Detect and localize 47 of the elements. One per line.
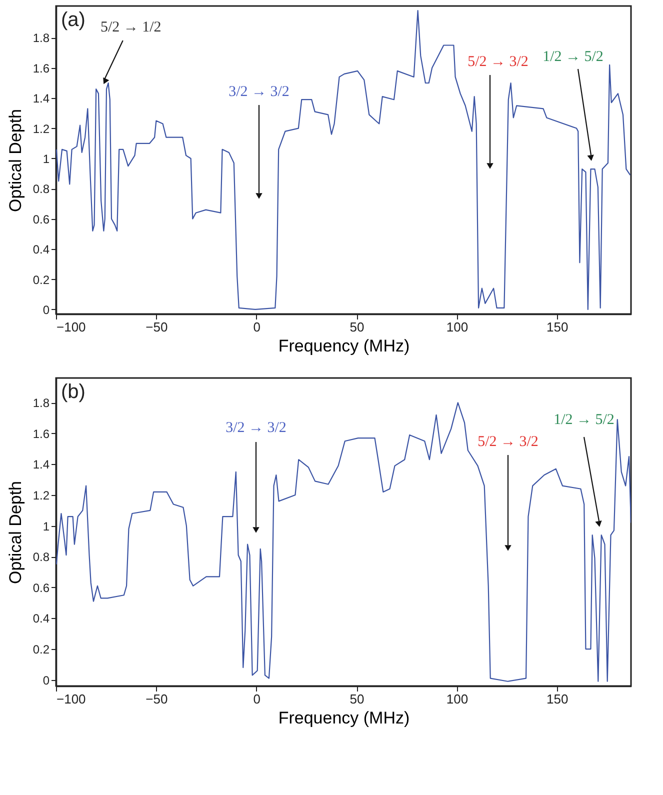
y-tick-label: 0.8: [32, 182, 50, 196]
y-tick-label: 0.4: [32, 612, 50, 626]
annotation: 5/2 → 1/2: [100, 19, 162, 36]
x-tick-label: 50: [350, 692, 364, 706]
y-tick-label: 0.6: [32, 580, 50, 595]
y-tick-label: 0.2: [32, 272, 50, 287]
x-tick-label: 150: [546, 320, 568, 334]
y-tick-label: 0.8: [32, 550, 50, 564]
annotation: 1/2 → 5/2: [554, 412, 614, 428]
y-tick-label: 1.8: [32, 396, 50, 410]
y-tick-label: 1.2: [32, 122, 50, 136]
line-series: [56, 402, 631, 682]
y-tick-label: 0: [42, 673, 50, 688]
y-tick-label: 1.4: [32, 92, 50, 106]
annotation: 1/2 → 5/2: [542, 49, 604, 65]
annotation: 5/2 → 3/2: [478, 434, 538, 450]
x-tick-label: 0: [253, 320, 260, 334]
x-axis-title: Frequency (MHz): [278, 708, 410, 728]
annotation: 3/2 → 3/2: [226, 420, 286, 436]
annotation: (a): [61, 9, 86, 31]
x-tick-label: −100: [56, 320, 86, 334]
y-tick-label: 0: [42, 302, 50, 317]
x-axis-title: Frequency (MHz): [278, 336, 410, 356]
x-tick-label: 100: [446, 692, 468, 706]
y-axis-title: Optical Depth: [6, 109, 25, 212]
x-tick-label: 100: [446, 320, 468, 334]
x-tick-label: −50: [146, 692, 168, 706]
y-tick-label: 1.6: [32, 61, 50, 76]
x-tick-label: 50: [350, 320, 364, 334]
line-series: [56, 10, 631, 310]
y-tick-label: 0.6: [32, 212, 50, 226]
y-tick-label: 1.4: [32, 458, 50, 472]
y-tick-label: 1: [42, 152, 50, 166]
annotation: 3/2 → 3/2: [228, 84, 290, 100]
y-axis-title: Optical Depth: [6, 481, 25, 584]
x-tick-label: 150: [546, 692, 568, 706]
y-tick-label: 1.6: [32, 426, 50, 441]
x-tick-label: −50: [146, 320, 168, 334]
x-tick-label: −100: [56, 692, 86, 706]
x-tick-label: 0: [253, 692, 260, 706]
y-tick-label: 1.8: [32, 31, 50, 46]
annotation: 5/2 → 3/2: [468, 54, 528, 70]
y-tick-label: 0.4: [32, 242, 50, 257]
y-tick-label: 1: [42, 519, 50, 534]
annotation: (b): [61, 381, 86, 403]
y-tick-label: 1.2: [32, 488, 50, 503]
y-tick-label: 0.2: [32, 642, 50, 657]
